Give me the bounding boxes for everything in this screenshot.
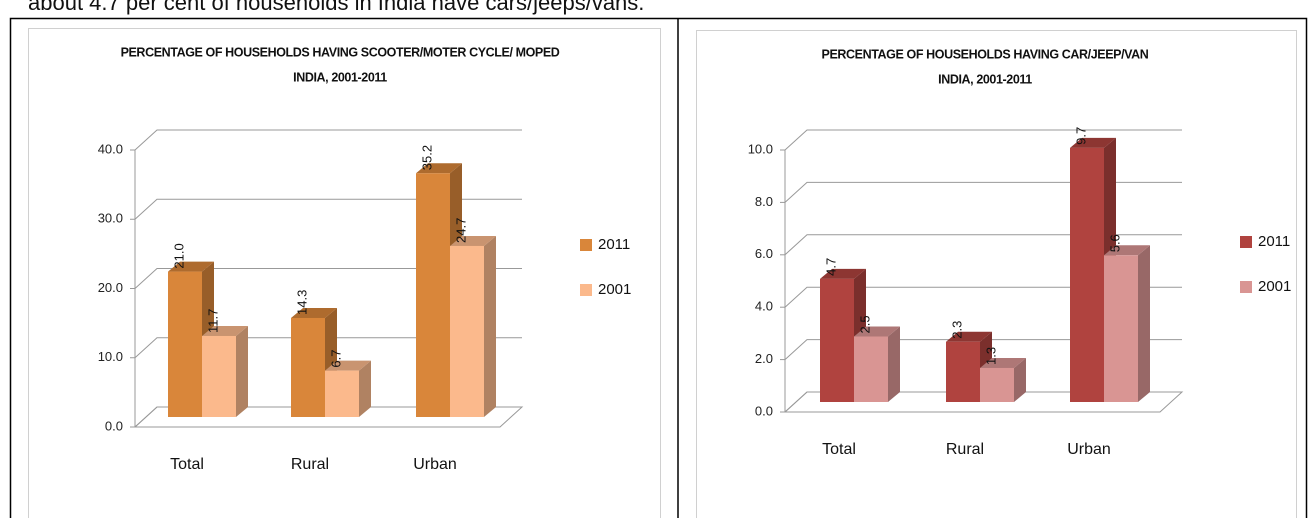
- bar: [980, 367, 1014, 402]
- data-label: 35.2: [419, 145, 434, 170]
- x-tick-label: Rural: [946, 441, 984, 458]
- bar-top: [980, 357, 1026, 368]
- bar: [946, 341, 980, 402]
- y-tick-label: 2.0: [755, 351, 773, 366]
- bar: [450, 245, 484, 417]
- legend-label: 2011: [598, 236, 630, 253]
- y-tick-label: 0.0: [755, 403, 773, 418]
- y-tick-label: 10.0: [98, 349, 123, 364]
- chart-subtitle: INDIA, 2001-2011: [938, 72, 1032, 86]
- data-label: 1.3: [983, 347, 998, 365]
- y-tick-label: 4.0: [755, 299, 773, 314]
- legend-swatch: [580, 239, 592, 251]
- bar-top: [1070, 137, 1116, 148]
- data-label: 9.7: [1073, 127, 1088, 145]
- data-label: 21.0: [171, 243, 186, 268]
- legend-label: 2011: [1258, 233, 1290, 250]
- bar: [291, 317, 325, 417]
- legend-label: 2001: [598, 281, 631, 298]
- y-tick-label: 10.0: [748, 141, 773, 156]
- grid-line: [784, 391, 1182, 413]
- x-tick-label: Urban: [1067, 441, 1111, 458]
- y-tick-label: 6.0: [755, 246, 773, 261]
- bar-side: [236, 325, 248, 417]
- grid-line: [784, 181, 1182, 203]
- grid-line: [134, 129, 522, 151]
- bar-top: [291, 307, 337, 318]
- data-label: 14.3: [294, 290, 309, 315]
- bar-side: [1138, 245, 1150, 402]
- frame: [9, 17, 1308, 523]
- caption: about 4.7 per cent of households in Indi…: [28, 0, 644, 15]
- bar-top: [202, 325, 248, 336]
- legend-swatch: [580, 284, 592, 296]
- y-tick-label: 20.0: [98, 280, 123, 295]
- x-tick-label: Rural: [291, 456, 329, 473]
- data-label: 24.7: [453, 218, 468, 243]
- data-label: 11.7: [205, 309, 220, 333]
- bar-top: [946, 331, 992, 342]
- grid-line: [784, 286, 1182, 308]
- y-tick-label: 0.0: [105, 418, 123, 433]
- grid-line: [784, 339, 1182, 360]
- y-tick-label: 40.0: [98, 141, 123, 156]
- y-tick-label: 30.0: [98, 211, 123, 226]
- bar: [1104, 255, 1138, 402]
- data-label: 6.7: [328, 350, 343, 368]
- bar: [820, 278, 854, 402]
- legend-swatch: [1240, 281, 1252, 293]
- grid-line: [134, 198, 522, 220]
- chart-title: PERCENTAGE OF HOUSEHOLDS HAVING CAR/JEEP…: [822, 47, 1149, 61]
- chart-title: PERCENTAGE OF HOUSEHOLDS HAVING SCOOTER/…: [121, 45, 560, 59]
- chart-area: [696, 30, 1297, 521]
- bar-top: [1104, 245, 1150, 256]
- bar-top: [854, 326, 900, 337]
- bar-top: [820, 268, 866, 279]
- bar: [168, 271, 202, 417]
- bar-side: [1014, 357, 1026, 402]
- x-tick-label: Total: [822, 441, 856, 458]
- bar: [1070, 147, 1104, 402]
- grid-line: [134, 337, 522, 359]
- chart-area: [28, 28, 661, 519]
- legend-swatch: [1240, 236, 1252, 248]
- bar: [416, 173, 450, 417]
- x-tick-label: Total: [170, 456, 204, 473]
- bar-side: [888, 326, 900, 402]
- grid-line: [134, 268, 522, 289]
- data-label: 2.3: [949, 321, 964, 339]
- chart-subtitle: INDIA, 2001-2011: [293, 70, 387, 84]
- bar-top: [416, 163, 462, 174]
- legend-label: 2001: [1258, 278, 1291, 295]
- data-label: 4.7: [823, 258, 838, 276]
- bar: [202, 335, 236, 417]
- bar-side: [484, 235, 496, 417]
- x-tick-label: Urban: [413, 456, 457, 473]
- bar: [325, 370, 359, 417]
- data-label: 2.5: [857, 315, 872, 333]
- grid-line: [134, 406, 522, 428]
- bar-top: [450, 235, 496, 246]
- bar-top: [168, 261, 214, 272]
- bar-side: [359, 360, 371, 417]
- bar-top: [325, 360, 371, 371]
- y-tick-label: 8.0: [755, 194, 773, 209]
- grid-line: [784, 234, 1182, 256]
- bar: [854, 336, 888, 402]
- data-label: 5.6: [1107, 234, 1122, 252]
- grid-line: [784, 129, 1182, 151]
